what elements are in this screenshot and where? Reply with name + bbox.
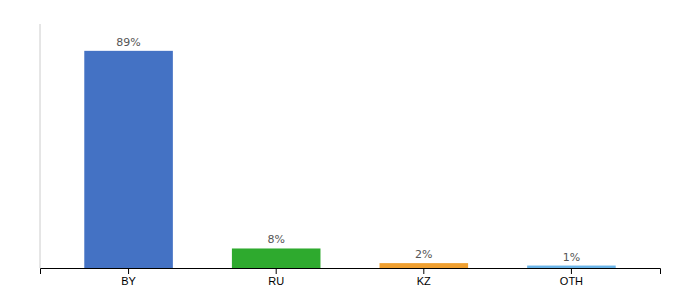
x-tick-label: RU [268, 275, 284, 287]
bars [84, 51, 615, 268]
data-label: 8% [267, 233, 284, 246]
y-axis [40, 24, 41, 268]
x-axis-line [41, 269, 661, 275]
bar [232, 248, 321, 268]
x-tick-mark [128, 268, 129, 274]
x-tick: OTH [560, 268, 583, 287]
data-label: 2% [415, 248, 432, 261]
x-tick-label: OTH [560, 275, 583, 287]
x-axis: BY RU KZ OTH [41, 268, 661, 287]
x-tick: KZ [417, 268, 431, 287]
x-tick-label: BY [121, 275, 136, 287]
y-axis-line [40, 24, 41, 268]
bar [380, 263, 469, 268]
bar [84, 51, 173, 268]
x-tick-mark [276, 268, 277, 274]
x-tick-mark [423, 268, 424, 274]
bar [527, 266, 616, 268]
x-tick-mark [571, 268, 572, 274]
x-tick: BY [121, 268, 136, 287]
data-label: 89% [116, 36, 140, 49]
x-tick: RU [268, 268, 284, 287]
chart: BY RU KZ OTH 89% 8% 2% 1% [0, 0, 680, 300]
data-label: 1% [563, 251, 580, 264]
x-tick-label: KZ [417, 275, 431, 287]
data-labels: 89% 8% 2% 1% [116, 36, 580, 264]
plot: BY RU KZ OTH 89% 8% 2% 1% [40, 24, 661, 287]
